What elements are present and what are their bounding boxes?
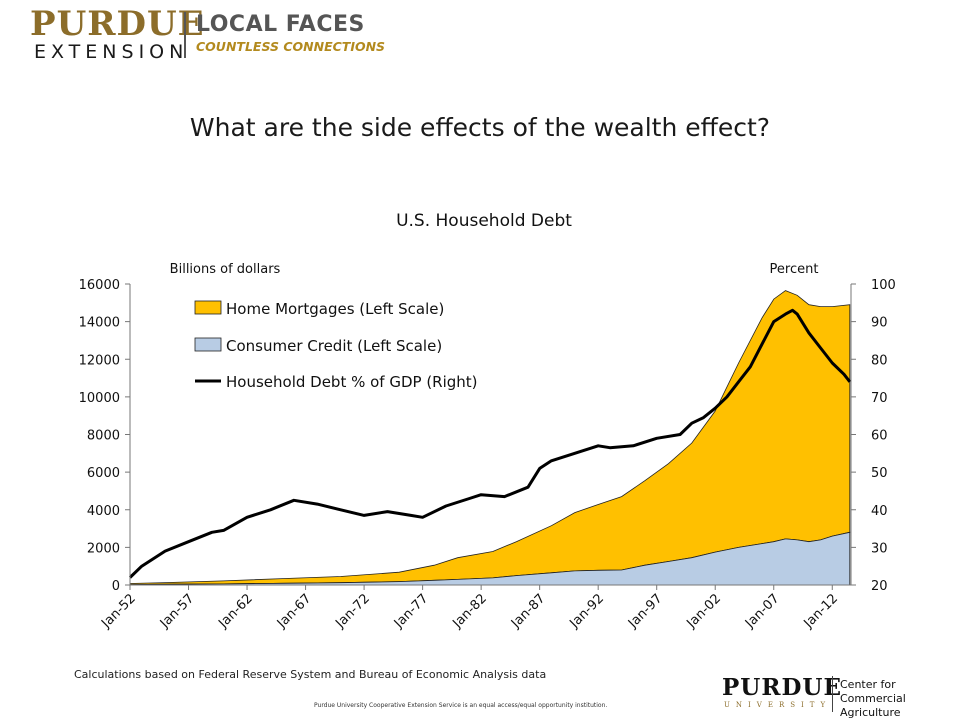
chart-title: U.S. Household Debt	[396, 211, 572, 231]
left-tick-label: 0	[112, 579, 120, 594]
slide-headline: What are the side effects of the wealth …	[189, 113, 771, 142]
plot-area	[128, 290, 851, 586]
tagline-sub: COUNTLESS CONNECTIONS	[196, 39, 386, 54]
x-tick-label: Jan-62	[215, 591, 256, 632]
series-home-mortgages-area	[129, 290, 851, 586]
left-tick-label: 6000	[87, 466, 120, 481]
right-tick-label: 70	[871, 391, 888, 406]
x-tick-label: Jan-92	[567, 591, 608, 632]
left-tick-label: 14000	[79, 316, 120, 331]
x-tick-label: Jan-07	[742, 591, 783, 632]
x-tick-label: Jan-57	[157, 591, 198, 632]
left-axis-unit: Billions of dollars	[170, 262, 281, 277]
purdue-university-logo: PURDUE UNIVERSITY	[722, 676, 842, 710]
source-note: Calculations based on Federal Reserve Sy…	[74, 668, 547, 681]
x-tick-label: Jan-72	[332, 591, 373, 632]
logo-sub: UNIVERSITY	[724, 701, 832, 709]
left-tick-label: 10000	[79, 391, 120, 406]
left-tick-label: 8000	[87, 429, 120, 444]
right-tick-label: 90	[871, 316, 888, 331]
local-faces-tagline: LOCAL FACES COUNTLESS CONNECTIONS	[196, 12, 385, 56]
x-tick-label: Jan-12	[801, 591, 842, 632]
legend-label: Household Debt % of GDP (Right)	[226, 373, 478, 391]
legend: Home Mortgages (Left Scale) Consumer Cred…	[194, 300, 478, 391]
tagline-title: LOCAL FACES	[196, 12, 365, 37]
legend-label: Home Mortgages (Left Scale)	[226, 300, 444, 318]
x-tick-label: Jan-52	[98, 591, 139, 632]
header-bar: PURDUE EXTENSION LOCAL FACES COUNTLESS C…	[0, 0, 960, 70]
right-tick-label: 20	[871, 579, 888, 594]
right-tick-label: 100	[871, 278, 896, 293]
left-tick-label: 4000	[87, 504, 120, 519]
x-tick-label: Jan-77	[391, 591, 432, 632]
x-tick-label: Jan-87	[508, 591, 549, 632]
series-household-debt-line	[128, 308, 851, 579]
left-tick-label: 16000	[79, 278, 120, 293]
header-divider	[184, 12, 186, 58]
disclaimer: Purdue University Cooperative Extension …	[314, 702, 608, 709]
center-line1: Center for	[840, 678, 896, 691]
x-tick-label: Jan-02	[684, 591, 725, 632]
logo-name: PURDUE	[722, 674, 843, 701]
x-tick-label: Jan-67	[274, 591, 315, 632]
legend-swatch-mortgages	[194, 300, 222, 315]
right-tick-label: 80	[871, 353, 888, 368]
right-axis-unit: Percent	[770, 262, 819, 277]
left-tick-label: 2000	[87, 541, 120, 556]
legend-label: Consumer Credit (Left Scale)	[226, 337, 442, 355]
right-tick-label: 40	[871, 504, 888, 519]
center-logo: Center for Commercial Agriculture	[840, 678, 960, 720]
left-tick-label: 12000	[79, 353, 120, 368]
right-tick-label: 30	[871, 541, 888, 556]
series-consumer-credit-area	[129, 531, 851, 586]
x-tick-label: Jan-82	[449, 591, 490, 632]
footer-divider	[832, 676, 833, 712]
brand-secondary: EXTENSION	[34, 41, 189, 63]
x-tick-label: Jan-97	[625, 591, 666, 632]
legend-swatch-consumer-credit	[194, 337, 222, 352]
right-tick-label: 60	[871, 429, 888, 444]
center-line2: Commercial Agriculture	[840, 692, 906, 719]
brand-primary: PURDUE	[30, 4, 205, 44]
right-tick-label: 50	[871, 466, 888, 481]
purdue-extension-logo: PURDUE EXTENSION	[30, 6, 205, 62]
